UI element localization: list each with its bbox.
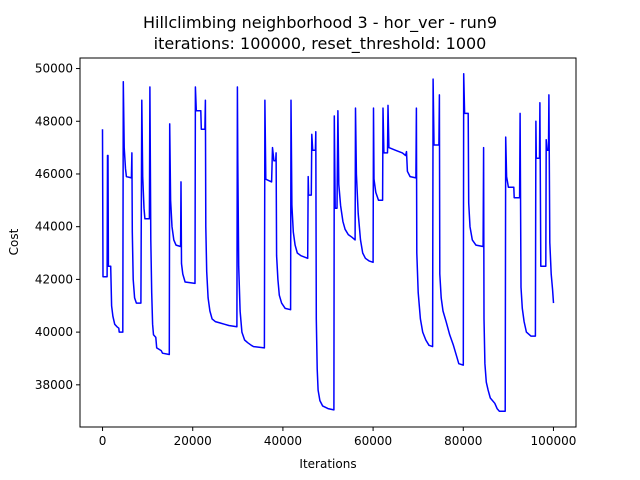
y-axis: 38000 40000 42000 44000 46000 48000 50000 [35, 62, 80, 392]
x-axis: 0 20000 40000 60000 80000 100000 [99, 427, 577, 448]
x-tick-label: 100000 [531, 434, 577, 448]
y-tick-label: 42000 [35, 272, 73, 286]
plot-area [79, 57, 577, 428]
y-tick-label: 48000 [35, 114, 73, 128]
y-tick-label: 40000 [35, 325, 73, 339]
x-tick-label: 80000 [444, 434, 482, 448]
x-tick-label: 0 [99, 434, 107, 448]
y-tick-label: 50000 [35, 62, 73, 76]
x-tick-label: 20000 [174, 434, 212, 448]
series-line [101, 73, 555, 412]
x-tick-label: 60000 [354, 434, 392, 448]
axes-frame [79, 57, 577, 428]
y-axis-label: Cost [7, 228, 21, 255]
y-tick-label: 38000 [35, 378, 73, 392]
y-tick-label: 44000 [35, 220, 73, 234]
y-tick-label: 46000 [35, 167, 73, 181]
x-tick-label: 40000 [264, 434, 302, 448]
chart-title-line-1: Hillclimbing neighborhood 3 - hor_ver - … [143, 13, 497, 33]
chart-title-line-2: iterations: 100000, reset_threshold: 100… [154, 34, 487, 54]
x-axis-label: Iterations [299, 457, 356, 471]
